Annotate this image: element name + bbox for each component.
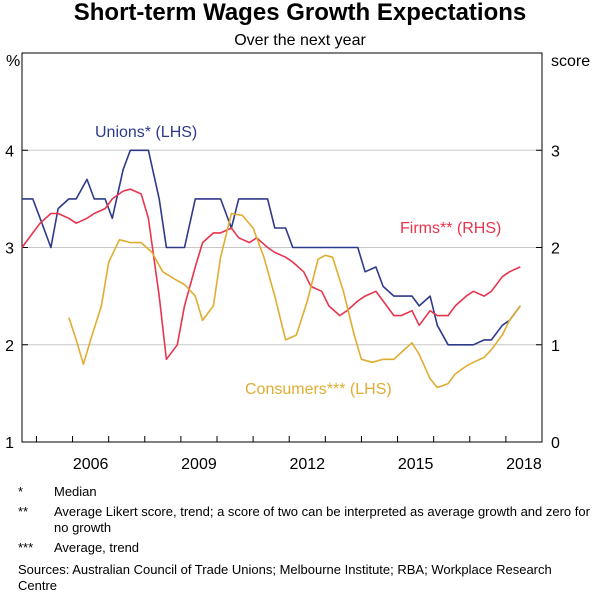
note-text: Average Likert score, trend; a score of … — [54, 504, 590, 535]
series-lines — [21, 149, 521, 389]
chart-sources: Sources: Australian Council of Trade Uni… — [18, 562, 552, 593]
note-symbol: * — [18, 484, 24, 499]
x-axis-tick-label: 2009 — [181, 456, 217, 473]
right-axis-tick-label: 0 — [551, 435, 560, 452]
chart-title: Short-term Wages Growth Expectations — [74, 0, 527, 26]
series-line-consumers — [68, 212, 521, 389]
series-label-unions: Unions* (LHS) — [95, 124, 197, 141]
note-median: * Median — [18, 484, 590, 500]
left-axis-unit: % — [6, 53, 20, 70]
right-axis-tick-label: 3 — [551, 143, 560, 160]
x-axis-tick-label: 2015 — [398, 456, 434, 473]
series-line-unions — [22, 149, 521, 346]
right-axis-tick-label: 2 — [551, 241, 560, 258]
note-text: Median — [54, 484, 97, 499]
right-axis-tick-label: 1 — [551, 338, 560, 355]
x-axis-tick-label: 2006 — [73, 456, 109, 473]
x-axis-tick-label: 2012 — [289, 456, 325, 473]
series-label-firms: Firms** (RHS) — [400, 220, 501, 237]
note-text: Average, trend — [54, 540, 140, 555]
right-axis-unit: score — [551, 53, 590, 70]
series-label-consumers: Consumers*** (LHS) — [245, 381, 392, 398]
series-line-firms — [21, 188, 521, 361]
chart-notes: * Median ** Average Likert score, trend;… — [18, 484, 590, 594]
note-average: *** Average, trend — [18, 540, 590, 556]
left-axis-tick-label: 3 — [5, 241, 14, 258]
note-symbol: *** — [18, 540, 34, 555]
x-axis-tick-label: 2018 — [506, 456, 542, 473]
left-axis-tick-label: 1 — [5, 435, 14, 452]
left-axis-tick-label: 4 — [5, 143, 14, 160]
left-axis-tick-label: 2 — [5, 338, 14, 355]
note-likert: ** Average Likert score, trend; a score … — [18, 504, 590, 536]
note-symbol: ** — [18, 504, 29, 519]
axis-ticks: 1 2 3 4 0 1 2 3 2006 2009 2012 2015 2018 — [5, 143, 560, 473]
chart-subtitle: Over the next year — [234, 32, 366, 49]
gridlines — [22, 149, 542, 346]
chart-area: Short-term Wages Growth Expectations Ove… — [5, 0, 590, 473]
